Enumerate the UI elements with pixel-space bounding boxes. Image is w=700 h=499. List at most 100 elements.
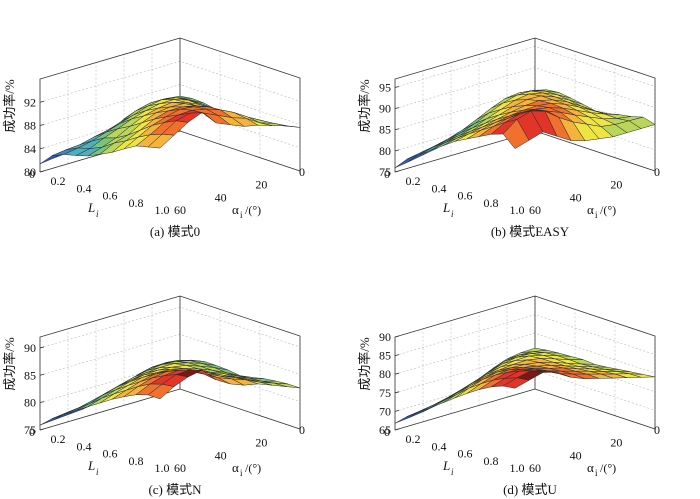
z-tick-label: 70: [379, 404, 391, 418]
surface-patch: [502, 118, 530, 149]
alpha-tick-label: 0: [299, 423, 305, 437]
alpha-tick-label: 20: [255, 178, 267, 192]
z-tick: [394, 391, 400, 394]
alpha-tick-label: 0: [299, 165, 305, 179]
z-tick: [39, 346, 45, 349]
surface: [39, 359, 301, 426]
z-tick: [39, 373, 45, 376]
L-tick-label: 0.2: [51, 174, 66, 188]
z-gridline: [394, 388, 656, 431]
box-floor-back: [394, 388, 656, 431]
z-tick-label: 90: [24, 341, 36, 355]
alpha-tick-label: 60: [174, 461, 186, 475]
z-gridline: [394, 295, 656, 338]
L-tick-label: 0.8: [129, 454, 144, 468]
z-tick: [394, 149, 400, 152]
L-tick-label: 0.6: [103, 447, 118, 461]
subplot-caption: (b) 模式EASY: [491, 224, 570, 239]
alpha-axis-label-sub: i: [240, 468, 243, 478]
z-tick: [394, 410, 400, 412]
z-tick-label: 92: [24, 95, 36, 109]
L-axis-label: L: [87, 200, 95, 215]
L-tick-label: 0.4: [77, 439, 92, 453]
z-gridline: [39, 306, 301, 349]
alpha-tick-label: 60: [529, 461, 541, 475]
z-tick: [394, 354, 400, 356]
z-tick: [39, 100, 45, 103]
alpha-axis-label: α: [232, 202, 239, 217]
L-tick-label: 1.0: [155, 203, 170, 217]
z-tick: [39, 401, 45, 404]
z-tick: [394, 372, 400, 375]
subplot-d: 65 70 75 80 85 90 成功率/% 0 0.2 0.4 0.6 0.8 1.0 0 20 40 60…: [357, 295, 660, 497]
z-gridline: [394, 314, 656, 356]
alpha-tick-label: 0: [654, 165, 660, 179]
alpha-tick-label: 40: [215, 448, 227, 462]
subplot-caption: (c) 模式N: [148, 482, 202, 497]
surface-patch: [442, 387, 470, 404]
L-tick-label: 0: [29, 425, 35, 439]
L-tick-label: 0.4: [432, 181, 447, 195]
surface-patch: [147, 383, 175, 400]
z-tick-label: 95: [379, 80, 391, 94]
L-tick-label: 0: [29, 167, 35, 181]
z-tick-label: 75: [24, 423, 36, 437]
z-gridline: [394, 46, 656, 88]
alpha-axis-unit: /(°): [600, 461, 616, 475]
L-tick-label: 0.4: [432, 439, 447, 453]
z-axis-label: 成功率/%: [2, 337, 17, 391]
z-tick-label: 85: [379, 349, 391, 363]
L-tick-label: 0.8: [129, 196, 144, 210]
L-axis-label-sub: i: [451, 209, 454, 219]
axis-labels: 65 70 75 80 85 90 成功率/% 0 0.2 0.4 0.6 0.8 1.0 0 20 40 60…: [357, 330, 660, 497]
z-tick-label: 90: [379, 102, 391, 116]
alpha-tick-label: 20: [610, 178, 622, 192]
surface-patch: [502, 377, 530, 389]
alpha-axis-label-sub: i: [595, 468, 598, 478]
surface-patch: [75, 397, 103, 411]
L-axis-label: L: [442, 458, 450, 473]
L-tick-label: 0.6: [458, 189, 473, 203]
z-tick: [394, 335, 400, 338]
alpha-tick-label: 40: [570, 190, 582, 204]
L-tick-label: 1.0: [510, 203, 525, 217]
L-axis-label-sub: i: [96, 467, 99, 477]
z-axis-label: 成功率/%: [357, 79, 372, 133]
alpha-axis-unit: /(°): [245, 203, 261, 217]
L-tick-label: 0: [384, 167, 390, 181]
z-axis-label: 成功率/%: [357, 337, 372, 391]
alpha-axis-label-sub: i: [595, 210, 598, 220]
surface: [394, 347, 656, 424]
surface-patch: [147, 133, 175, 149]
alpha-axis-unit: /(°): [600, 203, 616, 217]
surface-patch: [430, 137, 458, 151]
L-axis-label-sub: i: [451, 467, 454, 477]
L-tick-label: 0.2: [51, 432, 66, 446]
subplot-caption: (d) 模式U: [503, 482, 557, 497]
L-tick-label: 0.4: [77, 181, 92, 195]
L-axis-label: L: [87, 458, 95, 473]
alpha-tick-label: 20: [610, 436, 622, 450]
alpha-tick-label: 0: [654, 423, 660, 437]
z-tick-label: 75: [379, 165, 391, 179]
surface: [394, 89, 656, 169]
L-tick-label: 0.2: [406, 432, 421, 446]
z-tick: [394, 86, 400, 88]
z-tick-label: 80: [24, 165, 36, 179]
z-tick-label: 65: [379, 423, 391, 437]
alpha-tick-label: 60: [174, 203, 186, 217]
z-tick-label: 80: [379, 367, 391, 381]
subplot-caption: (a) 模式0: [150, 224, 200, 239]
z-tick: [39, 124, 45, 126]
alpha-tick-label: 40: [215, 190, 227, 204]
alpha-axis-unit: /(°): [245, 461, 261, 475]
surface: [39, 95, 301, 165]
subplot-b: 75 80 85 90 95 成功率/% 0 0.2 0.4 0.6 0.8 1.0 0 20 40 60 L i…: [357, 37, 660, 239]
L-tick-label: 1.0: [510, 461, 525, 475]
z-tick: [39, 428, 45, 431]
alpha-tick-label: 60: [529, 203, 541, 217]
alpha-axis-label: α: [587, 460, 594, 475]
